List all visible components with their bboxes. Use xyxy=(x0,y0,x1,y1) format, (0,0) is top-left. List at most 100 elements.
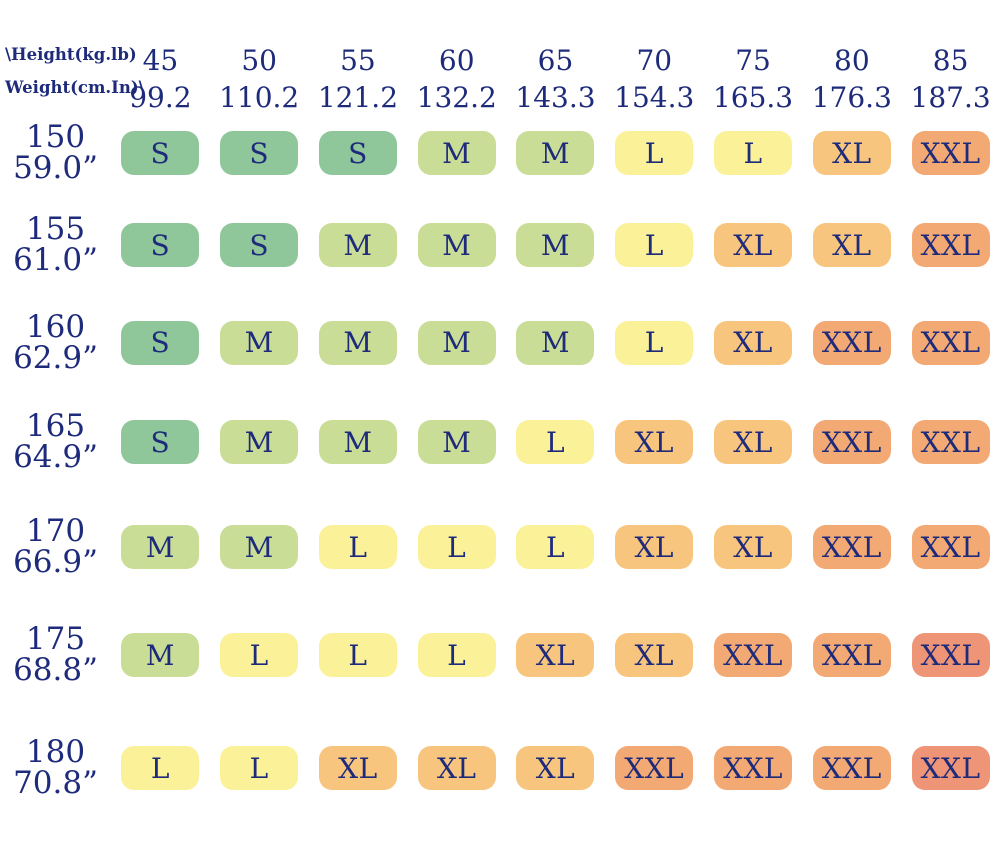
size-pill: L xyxy=(417,525,496,569)
size-pill: L xyxy=(417,633,496,677)
row-label: 175 68.8” xyxy=(13,624,98,686)
size-cell: S xyxy=(111,294,210,391)
weight-kg-value: 50 xyxy=(241,44,277,77)
weight-lb-value: 176.3 xyxy=(811,81,892,114)
size-pill: M xyxy=(121,525,200,569)
size-pill: XXL xyxy=(714,633,793,677)
size-cell: S xyxy=(111,391,210,493)
size-cell: L xyxy=(605,110,704,196)
size-cell: XL xyxy=(605,493,704,601)
size-pill: XL xyxy=(318,746,397,790)
size-cell: L xyxy=(506,493,605,601)
size-cell: S xyxy=(210,196,309,294)
size-pill: XXL xyxy=(911,525,990,569)
size-cell: M xyxy=(407,294,506,391)
column-header: 55 121.2 xyxy=(309,42,408,116)
size-cell: XXL xyxy=(901,294,1000,391)
size-cell: XXL xyxy=(802,493,901,601)
height-in-value: 70.8” xyxy=(13,765,98,801)
size-pill: M xyxy=(417,223,496,267)
size-cell: XL xyxy=(506,709,605,827)
row-label: 155 61.0” xyxy=(13,214,98,276)
height-in-value: 64.9” xyxy=(13,439,98,475)
size-pill: XXL xyxy=(911,223,990,267)
height-cm-value: 160 xyxy=(25,308,86,345)
size-cell: M xyxy=(309,391,408,493)
size-cell: XXL xyxy=(704,709,803,827)
size-pill: M xyxy=(516,131,595,175)
size-pill: M xyxy=(220,320,299,365)
row-label: 160 62.9” xyxy=(13,308,98,374)
weight-kg-value: 85 xyxy=(932,44,969,77)
size-cell: XXL xyxy=(901,196,1000,294)
column-header: 50 110.2 xyxy=(210,42,309,116)
size-cell: M xyxy=(506,196,605,294)
row-label: 170 66.9” xyxy=(13,516,98,578)
size-cell: XL xyxy=(605,601,704,709)
size-cell: L xyxy=(210,601,309,709)
column-header: 65 143.3 xyxy=(506,42,605,116)
size-cell: M xyxy=(407,110,506,196)
size-cell: S xyxy=(210,110,309,196)
weight-kg-value: 75 xyxy=(735,44,771,77)
size-pill: S xyxy=(121,420,200,464)
size-pill: XL xyxy=(714,420,793,464)
size-pill: XL xyxy=(615,420,694,464)
size-cell: M xyxy=(111,601,210,709)
weight-lb-value: 165.3 xyxy=(712,81,794,114)
weight-kg-value: 70 xyxy=(636,44,673,77)
size-pill: M xyxy=(516,223,595,267)
weight-kg-value: 55 xyxy=(340,44,376,77)
size-cell: XL xyxy=(309,709,408,827)
size-cell: XXL xyxy=(802,391,901,493)
size-pill: S xyxy=(220,131,299,175)
row-label: 165 64.9” xyxy=(13,411,98,473)
corner-label-weight: Weight(cm.In)\ xyxy=(5,78,145,97)
weight-lb-value: 132.2 xyxy=(416,81,497,114)
size-cell: XL xyxy=(407,709,506,827)
size-cell: XXL xyxy=(802,601,901,709)
size-cell: M xyxy=(210,391,309,493)
weight-kg-value: 80 xyxy=(834,44,870,77)
weight-lb-value: 121.2 xyxy=(317,81,399,114)
size-pill: XXL xyxy=(615,746,694,790)
size-pill: XXL xyxy=(812,420,891,464)
weight-kg-value: 60 xyxy=(438,44,475,77)
size-cell: XXL xyxy=(802,709,901,827)
size-cell: XXL xyxy=(901,601,1000,709)
size-cell: M xyxy=(210,294,309,391)
size-cell: S xyxy=(309,110,408,196)
size-pill: S xyxy=(121,131,200,175)
column-header: 85 187.3 xyxy=(901,42,1000,116)
height-in-value: 59.0” xyxy=(13,150,98,186)
size-pill: S xyxy=(121,320,200,365)
size-pill: XL xyxy=(812,131,891,175)
size-pill: L xyxy=(615,320,694,365)
size-pill: M xyxy=(516,320,595,365)
corner-label: \Height(kg.lb) Weight(cm.In)\ xyxy=(0,38,145,104)
size-pill: XL xyxy=(417,746,496,790)
size-cell: XXL xyxy=(901,493,1000,601)
height-cm-value: 165 xyxy=(25,408,86,444)
size-cell: L xyxy=(407,493,506,601)
size-pill: M xyxy=(417,131,496,175)
size-pill: XL xyxy=(615,633,694,677)
size-cell: XXL xyxy=(901,110,1000,196)
size-pill: XXL xyxy=(911,320,990,365)
size-cell: S xyxy=(111,196,210,294)
height-cm-value: 170 xyxy=(25,513,86,549)
size-cell: L xyxy=(506,391,605,493)
size-cell: XXL xyxy=(802,294,901,391)
column-header: 75 165.3 xyxy=(704,42,803,116)
size-pill: XL xyxy=(714,525,793,569)
size-cell: L xyxy=(210,709,309,827)
size-cell: XL xyxy=(704,391,803,493)
size-cell: XXL xyxy=(704,601,803,709)
size-cell: M xyxy=(407,391,506,493)
size-cell: M xyxy=(309,294,408,391)
height-in-value: 68.8” xyxy=(13,652,98,688)
weight-lb-value: 110.2 xyxy=(219,81,300,114)
size-pill: XL xyxy=(516,746,595,790)
size-pill: L xyxy=(615,223,694,267)
weight-kg-value: 65 xyxy=(537,44,574,77)
